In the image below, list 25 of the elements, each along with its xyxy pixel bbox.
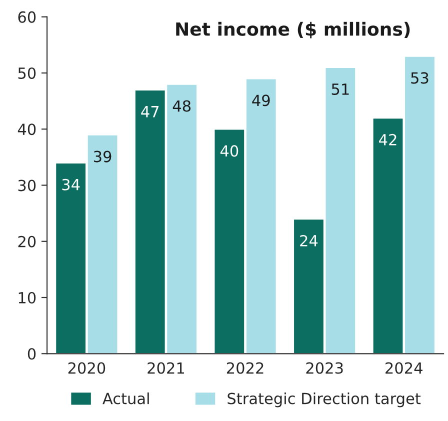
legend-label: Actual xyxy=(102,392,149,404)
data-label: 53 xyxy=(411,72,428,84)
data-label: 39 xyxy=(94,150,112,162)
data-label: 42 xyxy=(379,134,396,146)
x-tick-label: 2020 xyxy=(68,362,106,374)
y-tick-label: 20 xyxy=(18,236,36,248)
data-label: 47 xyxy=(141,106,159,118)
y-tick-label: 30 xyxy=(18,180,36,192)
y-tick-label: 60 xyxy=(18,11,36,23)
x-tick-label: 2021 xyxy=(148,362,184,374)
x-tick-label: 2024 xyxy=(386,362,422,374)
data-label: 40 xyxy=(220,145,238,157)
chart-title: Net income ($ millions) xyxy=(176,22,410,38)
x-tick-label: 2022 xyxy=(226,362,264,374)
y-tick-label: 40 xyxy=(18,124,36,136)
x-tick-label: 2023 xyxy=(306,362,343,374)
data-label: 34 xyxy=(62,178,80,190)
data-label: 48 xyxy=(172,100,191,112)
y-tick-label: 0 xyxy=(28,348,36,360)
y-tick-label: 50 xyxy=(18,67,36,79)
y-tick-label: 10 xyxy=(18,292,36,304)
data-label: 24 xyxy=(300,234,318,246)
data-label: 49 xyxy=(252,94,270,106)
data-label: 51 xyxy=(332,84,349,95)
legend-label: Strategic Direction target xyxy=(228,392,421,408)
